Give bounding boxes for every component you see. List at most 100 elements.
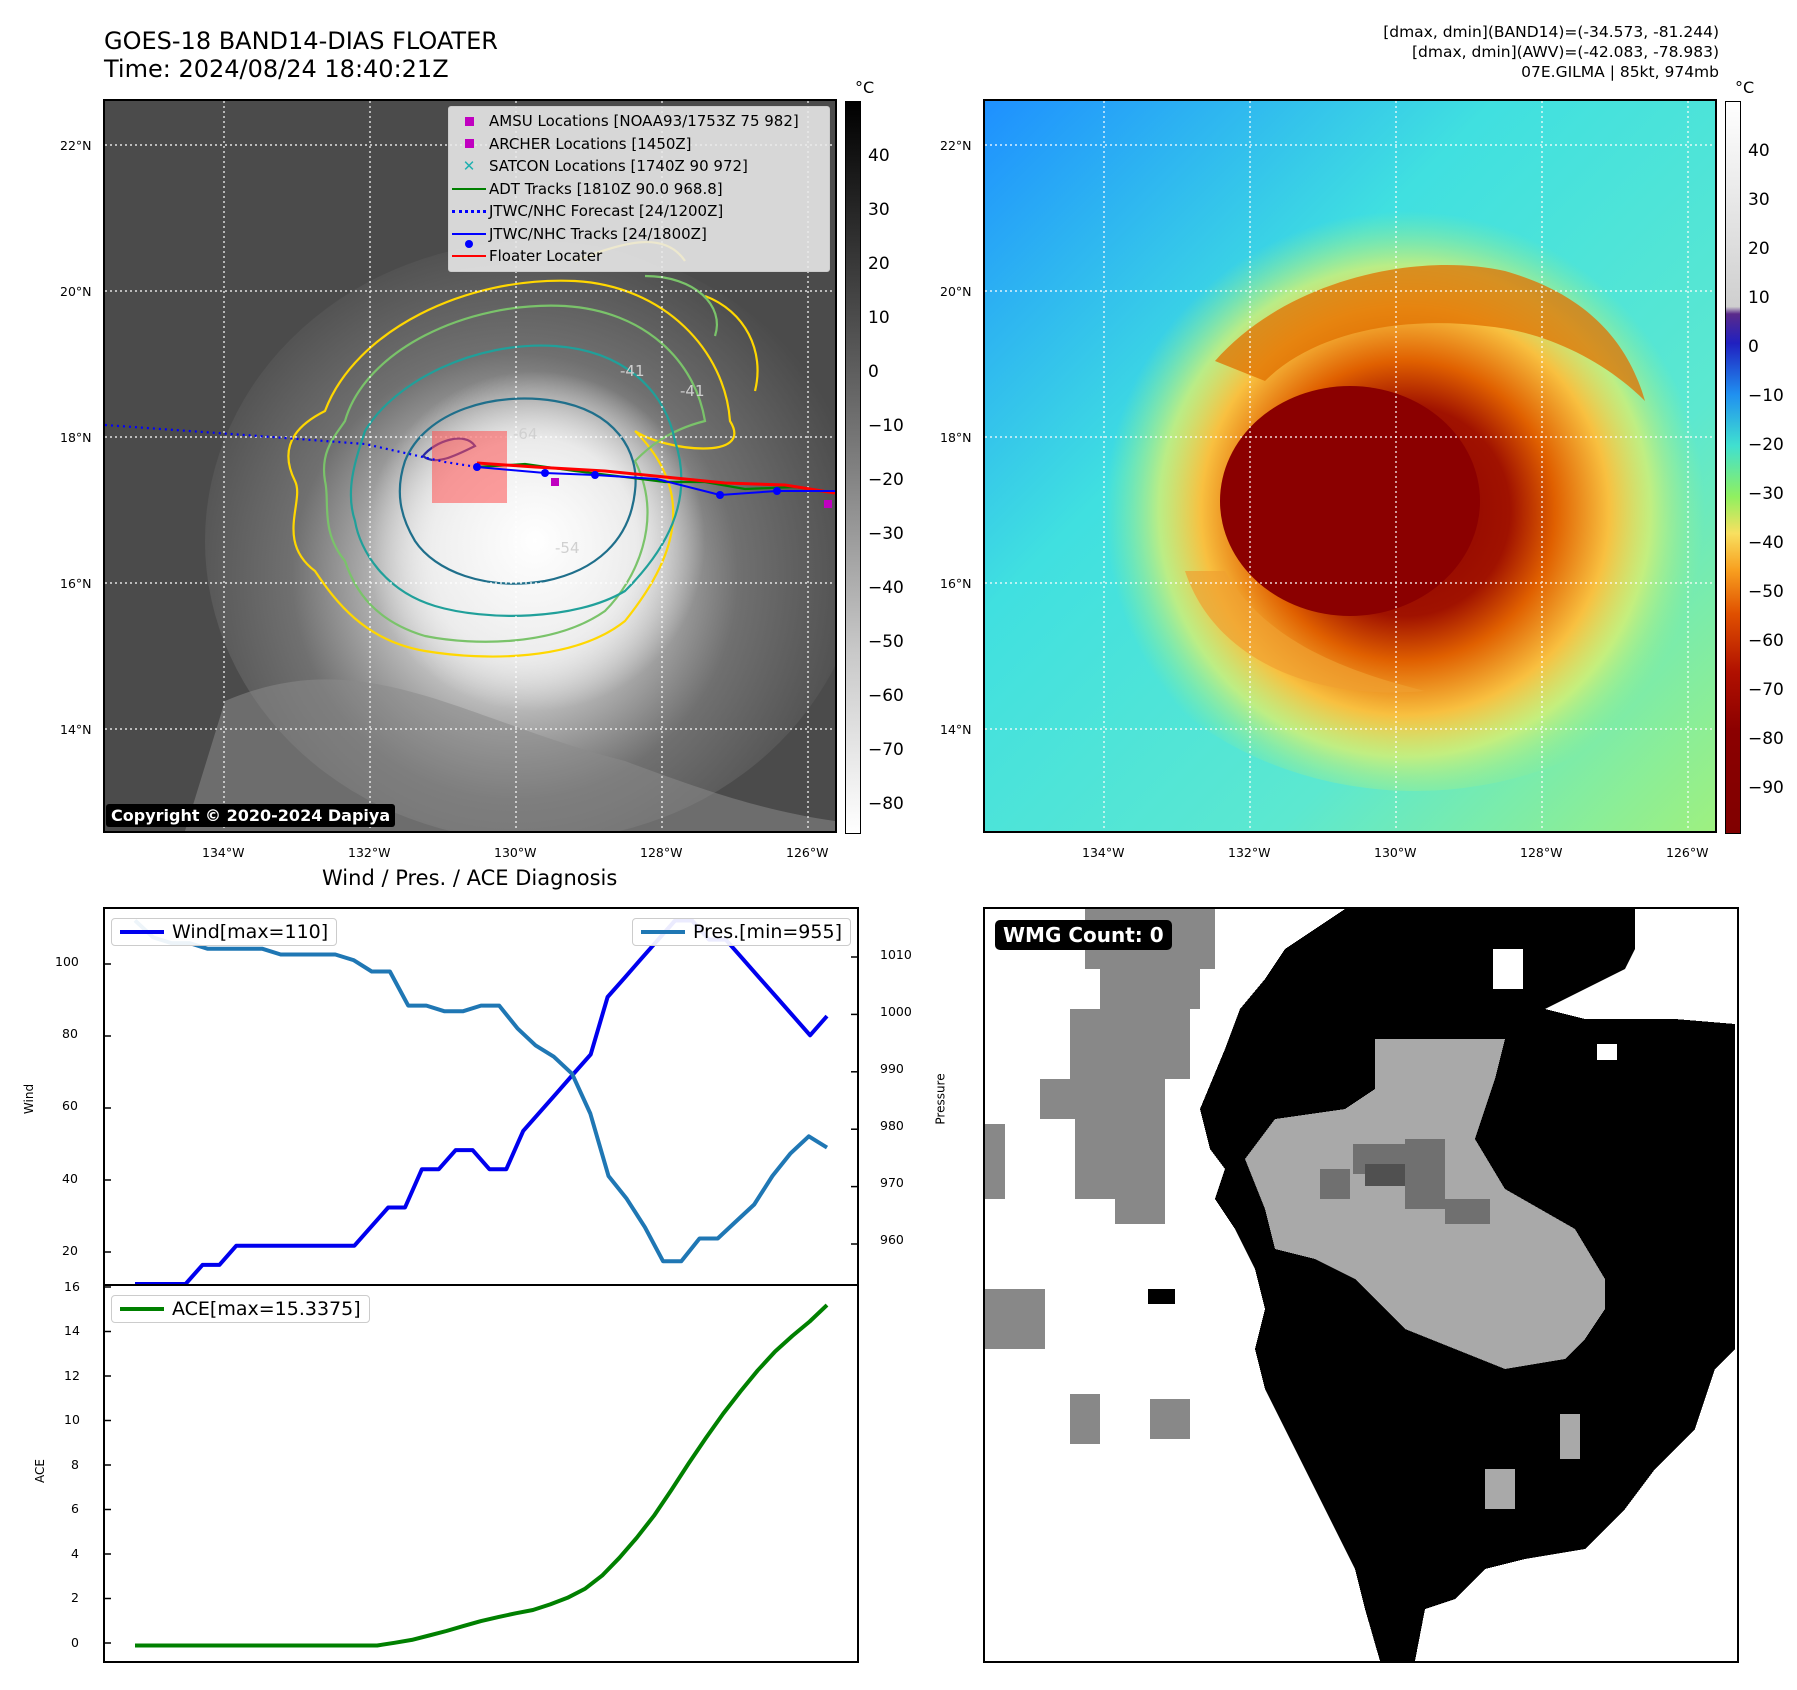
jtwc-track-points	[473, 463, 781, 499]
contour-teal	[349, 344, 683, 617]
ir-gray-map: -64 -54 -41 -41 AMSU Locations [NOAA93/1…	[103, 99, 837, 833]
contour-outer-band-3	[644, 274, 718, 337]
lat-label-20: 20°N	[60, 284, 92, 299]
lat-label-22-r: 22°N	[940, 138, 972, 153]
contour-label-3: -41	[620, 362, 645, 380]
wmg-white-holes	[1493, 949, 1617, 1060]
lat-label-16: 16°N	[60, 576, 92, 591]
contour-label-4: -41	[680, 382, 705, 400]
contour-label-2: -54	[555, 539, 580, 557]
archer-marker	[824, 500, 832, 508]
legend-satcon: ✕ SATCON Locations [1740Z 90 972]	[462, 157, 748, 176]
wind-pres-panel: Wind[max=110] Pres.[min=955]	[103, 907, 859, 1286]
figure-title: GOES-18 BAND14-DIAS FLOATER Time: 2024/0…	[104, 27, 498, 83]
satellite-title: GOES-18 BAND14-DIAS FLOATER	[104, 27, 498, 55]
ace-plot	[105, 1286, 829, 1648]
legend-adt: ADT Tracks [1810Z 90.0 968.8]	[449, 178, 829, 201]
amsu-marker	[551, 478, 559, 486]
pres-legend: Pres.[min=955]	[632, 918, 851, 946]
storm-info: 07E.GILMA | 85kt, 974mb	[1521, 63, 1719, 81]
ace-tick-2: 2	[71, 1590, 79, 1605]
gray-colorbar	[845, 101, 861, 834]
legend-archer: ARCHER Locations [1450Z]	[449, 133, 829, 156]
wmg-mid-gray	[1320, 1139, 1490, 1224]
stats-header: [dmax, dmin](BAND14)=(-34.573, -81.244) …	[1383, 22, 1719, 82]
spiral-band	[1215, 265, 1645, 401]
gray-colorbar-unit: °C	[855, 78, 875, 97]
lon-label-132-r: 132°W	[1228, 845, 1271, 860]
ace-tick-16: 16	[64, 1279, 80, 1294]
wind-tick-40: 40	[62, 1171, 78, 1186]
wind-pres-plot	[105, 918, 857, 1284]
lon-label-126: 126°W	[786, 845, 829, 860]
ace-ylabel: ACE	[32, 1459, 47, 1483]
lat-label-14: 14°N	[60, 722, 92, 737]
pres-tick-970: 970	[880, 1175, 904, 1190]
ace-tick-8: 8	[71, 1457, 79, 1472]
copyright-badge: Copyright © 2020-2024 Dapiya	[106, 804, 396, 827]
lon-label-130: 130°W	[494, 845, 537, 860]
lon-label-134: 134°W	[202, 845, 245, 860]
wind-legend: Wind[max=110]	[111, 918, 338, 946]
legend-jtwc: JTWC/NHC Tracks [24/1800Z]	[449, 223, 829, 248]
lat-label-14-r: 14°N	[940, 722, 972, 737]
contour-label-group: -64 -54 -41 -41	[513, 362, 705, 557]
pres-ylabel: Pressure	[933, 1073, 948, 1125]
floater-box	[432, 431, 507, 503]
cdo	[335, 371, 735, 711]
awv-range: [dmax, dmin](AWV)=(-42.083, -78.983)	[1412, 43, 1719, 61]
cold-core	[1220, 386, 1480, 616]
pres-tick-990: 990	[880, 1061, 904, 1076]
band14-range: [dmax, dmin](BAND14)=(-34.573, -81.244)	[1383, 23, 1719, 41]
legend-forecast: JTWC/NHC Forecast [24/1200Z]	[449, 200, 829, 223]
wmg-panel: WMG Count: 0	[983, 907, 1739, 1663]
pres-tick-960: 960	[880, 1232, 904, 1247]
wmg-black-spot	[1148, 1289, 1175, 1304]
contour-outer-band-2	[704, 294, 759, 392]
wind-tick-60: 60	[62, 1098, 78, 1113]
wmg-gray-region-west	[985, 909, 1215, 1444]
lon-label-132: 132°W	[348, 845, 391, 860]
lat-label-22: 22°N	[60, 138, 92, 153]
ace-legend: ACE[max=15.3375]	[111, 1295, 370, 1323]
wmg-gray-strip	[1180, 909, 1195, 934]
ace-panel: ACE[max=15.3375]	[103, 1284, 859, 1663]
grid-color	[985, 101, 1715, 831]
pres-tick-980: 980	[880, 1118, 904, 1133]
lon-label-130-r: 130°W	[1374, 845, 1417, 860]
wmg-dark-gray	[1365, 1164, 1405, 1186]
south-band	[185, 679, 835, 831]
ir-color-map-svg	[985, 101, 1715, 831]
lat-label-18: 18°N	[60, 430, 92, 445]
ace-tick-6: 6	[71, 1501, 79, 1516]
wind-ylabel: Wind	[22, 1083, 37, 1115]
pres-series-line-0	[133, 918, 829, 1264]
floater-track	[476, 461, 835, 495]
pres-tick-1010: 1010	[880, 947, 912, 962]
color-colorbar	[1725, 101, 1741, 834]
contour-label-1: -64	[513, 425, 538, 443]
contour-yellow	[287, 279, 736, 658]
ace-tick-0: 0	[71, 1635, 79, 1650]
wind-series-line-0	[135, 918, 829, 1284]
wmg-count-badge: WMG Count: 0	[995, 920, 1172, 950]
contour-blue	[398, 397, 637, 585]
contour-green	[322, 304, 707, 643]
wind-tick-100: 100	[55, 954, 79, 969]
legend-floater: Floater Locater	[449, 245, 829, 268]
diagnosis-title: Wind / Pres. / ACE Diagnosis	[322, 866, 618, 890]
lon-label-134-r: 134°W	[1082, 845, 1125, 860]
ace-tick-14: 14	[64, 1323, 80, 1338]
wind-tick-20: 20	[62, 1243, 78, 1258]
map-legend: AMSU Locations [NOAA93/1753Z 75 982] ARC…	[448, 106, 830, 272]
color-colorbar-unit: °C	[1735, 78, 1755, 97]
ace-tick-4: 4	[71, 1546, 79, 1561]
lon-label-128: 128°W	[640, 845, 683, 860]
lon-label-128-r: 128°W	[1520, 845, 1563, 860]
legend-amsu: AMSU Locations [NOAA93/1753Z 75 982]	[449, 110, 829, 133]
ace-tick-10: 10	[64, 1412, 80, 1427]
wind-tick-80: 80	[62, 1026, 78, 1041]
ir-color-map	[983, 99, 1717, 833]
lat-label-20-r: 20°N	[940, 284, 972, 299]
time-title: Time: 2024/08/24 18:40:21Z	[104, 55, 449, 83]
